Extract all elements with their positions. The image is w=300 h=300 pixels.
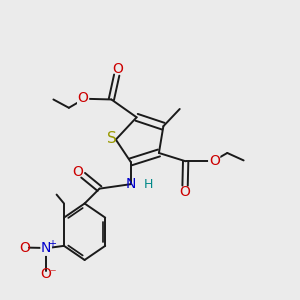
Text: H: H [144, 178, 154, 191]
Text: O: O [41, 267, 52, 281]
Text: S: S [107, 131, 116, 146]
Text: O: O [78, 91, 88, 105]
Text: ⁻: ⁻ [49, 267, 56, 280]
Text: O: O [209, 154, 220, 168]
Text: O: O [112, 61, 123, 76]
Text: N: N [41, 241, 51, 255]
Text: O: O [179, 185, 190, 199]
Text: N: N [125, 177, 136, 191]
Text: O: O [19, 241, 30, 255]
Text: +: + [47, 239, 56, 249]
Text: O: O [72, 165, 83, 179]
